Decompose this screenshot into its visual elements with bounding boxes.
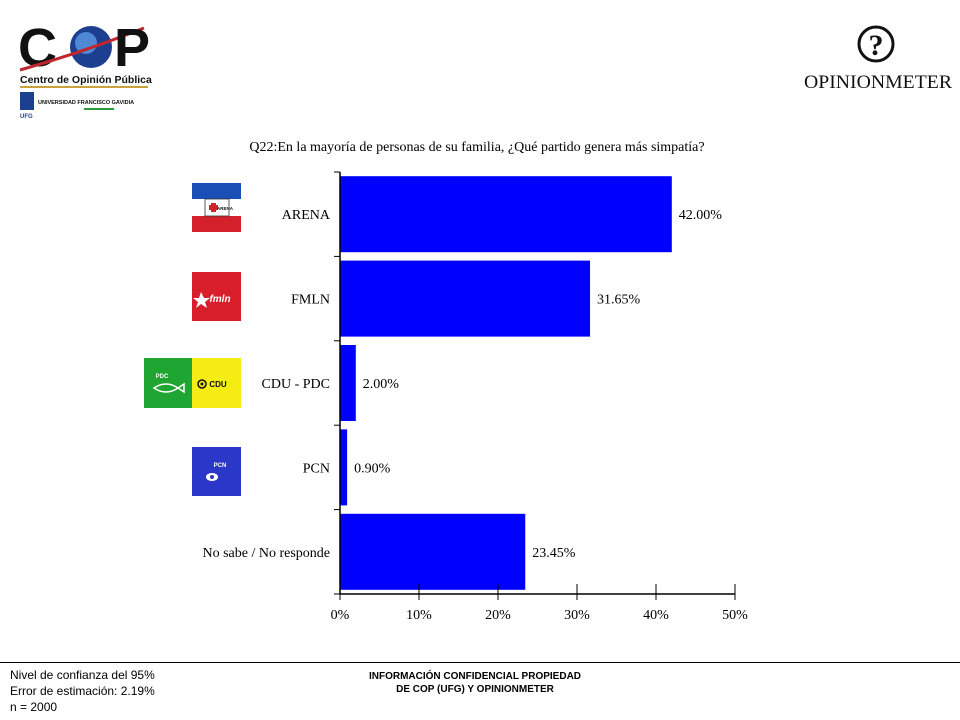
opinionmeter-name: OPINIONMETER	[804, 72, 952, 92]
category-label: FMLN	[291, 293, 330, 308]
category-label: No sabe / No responde	[202, 546, 330, 561]
data-label: 23.45%	[532, 546, 576, 561]
ufg-abbr: UFG	[20, 114, 33, 120]
x-tick-label: 30%	[564, 608, 590, 623]
opinionmeter-symbol: ?	[869, 29, 884, 62]
confidence-level: Nivel de confianza del 95%	[10, 668, 155, 682]
fmln-flag-label: fmln	[209, 294, 230, 305]
x-tick-label: 50%	[722, 608, 748, 623]
cop-logo-swoosh	[19, 26, 145, 72]
data-label: 0.90%	[354, 461, 391, 476]
data-label: 2.00%	[363, 377, 400, 392]
x-tick-label: 10%	[406, 608, 432, 623]
pcn-flag-label: PCN	[214, 463, 227, 469]
x-tick-label: 0%	[331, 608, 350, 623]
cop-subtitle: Centro de Opinión Pública	[20, 74, 152, 86]
confidential-notice: INFORMACIÓN CONFIDENCIAL PROPIEDAD DE CO…	[330, 670, 620, 696]
confidential-line-2: DE COP (UFG) Y OPINIONMETER	[396, 684, 554, 695]
pdc-flag-label: PDC	[156, 374, 169, 380]
x-tick-label: 40%	[643, 608, 669, 623]
bar-chart: Q22:En la mayoría de personas de su fami…	[202, 140, 748, 623]
cop-logo: C P Centro de Opinión Pública UNIVERSIDA…	[18, 18, 152, 120]
sample-size: n = 2000	[10, 700, 58, 714]
estimation-error: Error de estimación: 2.19%	[10, 684, 155, 698]
university-name: UNIVERSIDAD FRANCISCO GAVIDIA	[38, 100, 134, 106]
cdu-pdc-flag: PDC CDU	[144, 358, 241, 408]
cop-logo-p: P	[114, 18, 150, 78]
pcn-flag: PCN	[192, 447, 241, 496]
opinionmeter-symbol-circle	[857, 25, 895, 63]
methodology-note: Nivel de confianza del 95% Error de esti…	[10, 667, 155, 715]
ufg-crest	[20, 92, 34, 110]
arena-flag: ARENA	[192, 183, 241, 232]
footer-divider	[0, 662, 960, 663]
cdu-flag-label: CDU	[209, 380, 227, 389]
chart-title: Q22:En la mayoría de personas de su fami…	[249, 140, 704, 155]
arena-flag-label: ARENA	[217, 206, 234, 211]
bar	[340, 260, 591, 337]
university-underline	[84, 108, 114, 110]
category-label: CDU - PDC	[262, 377, 330, 392]
fmln-flag: fmln	[192, 272, 241, 321]
opinionmeter-logo: ? OPINIONMETER	[804, 25, 952, 92]
data-label: 42.00%	[679, 208, 723, 223]
bar	[340, 345, 356, 421]
category-label: PCN	[303, 461, 330, 476]
cop-logo-divider	[20, 86, 148, 88]
data-label: 31.65%	[597, 293, 641, 308]
bar	[340, 513, 526, 590]
bar	[340, 429, 348, 506]
x-tick-label: 20%	[485, 608, 511, 623]
bar	[340, 176, 672, 253]
confidential-line-1: INFORMACIÓN CONFIDENCIAL PROPIEDAD	[368, 671, 582, 682]
category-label: ARENA	[282, 208, 331, 223]
